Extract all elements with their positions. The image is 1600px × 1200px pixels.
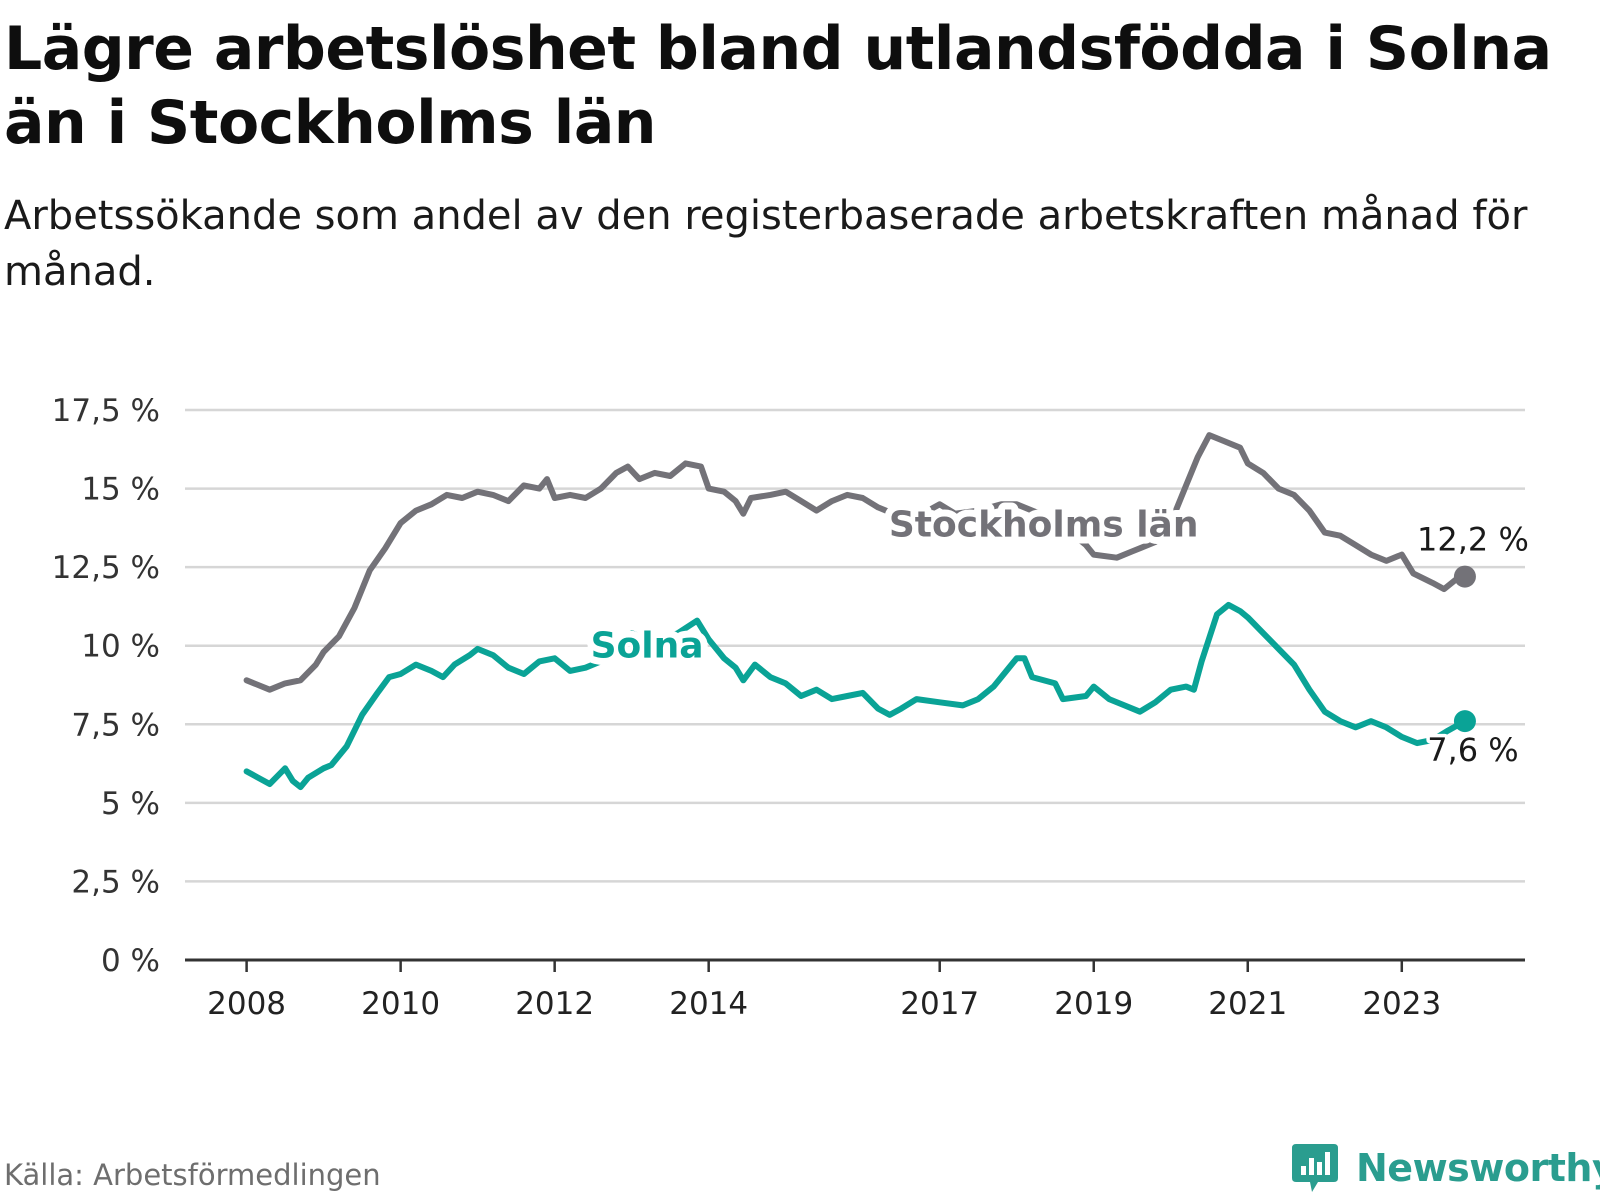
gridlines	[185, 408, 1525, 883]
x-tick-label: 2012	[515, 986, 594, 1022]
x-tick-label: 2021	[1208, 986, 1287, 1022]
y-tick-label: 0 %	[101, 943, 160, 979]
x-tick-label: 2023	[1362, 986, 1441, 1022]
series-endpoint-solna[interactable]	[1453, 710, 1476, 733]
end-value-label-solna: 7,6 %	[1427, 731, 1518, 769]
x-tick-label: 2008	[207, 986, 286, 1022]
newsworthy-logo-icon	[1292, 1144, 1338, 1192]
series-lines	[243, 432, 1476, 791]
series-name-label-stockholms-l-n: Stockholms län	[889, 505, 1199, 546]
line-chart: 0 % 2,5 % 5 % 7,5 % 10 % 12,5 % 15 % 17,5 % 200…	[51, 393, 1533, 1022]
brand-logo[interactable]: Newsworthy	[1290, 1140, 1600, 1196]
chart-subtitle: Arbetssökande som andel av den registerb…	[4, 193, 1528, 295]
x-tick-label: 2014	[669, 986, 748, 1022]
series-line-stockholms-l-n[interactable]	[243, 432, 1468, 693]
y-tick-label: 15 %	[81, 472, 160, 508]
y-tick-label: 5 %	[101, 786, 160, 822]
chart-title: Lägre arbetslöshet bland utlandsfödda i …	[4, 14, 1552, 158]
series-endpoint-stockholms-l-n[interactable]	[1453, 565, 1476, 588]
y-tick-label: 12,5 %	[52, 550, 160, 586]
x-tick-label: 2017	[900, 986, 979, 1022]
source-note: Källa: Arbetsförmedlingen	[4, 1158, 381, 1192]
end-value-label-stockholms-l-n: 12,2 %	[1417, 521, 1529, 559]
y-axis: 0 % 2,5 % 5 % 7,5 % 10 % 12,5 % 15 % 17,5 %	[52, 393, 160, 979]
y-tick-label: 7,5 %	[71, 707, 160, 743]
x-tick-label: 2019	[1054, 986, 1133, 1022]
series-line-solna[interactable]	[243, 601, 1468, 791]
series-labels: 12,2 % 7,6 % Stockholms län Solna	[584, 498, 1533, 773]
brand-name: Newsworthy	[1356, 1146, 1600, 1190]
series-name-label-solna: Solna	[591, 626, 704, 667]
x-tick-label: 2010	[361, 986, 440, 1022]
y-tick-label: 17,5 %	[52, 393, 160, 429]
y-tick-label: 2,5 %	[71, 864, 160, 900]
x-axis: 2008 2010 2012 2014 2017 2019 2021 2023	[185, 958, 1525, 1022]
y-tick-label: 10 %	[81, 629, 160, 665]
